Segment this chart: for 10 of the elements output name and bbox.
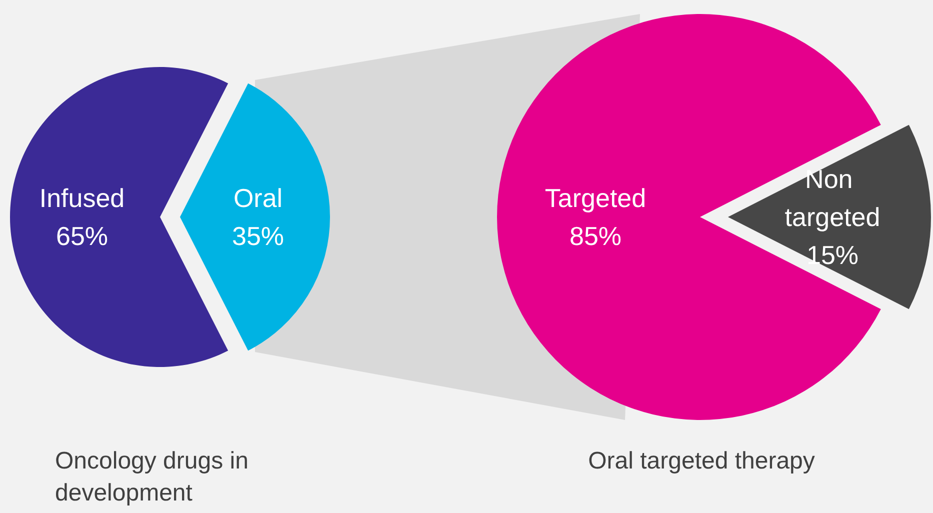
slice-label: Oral [233,183,283,213]
slice-label: Targeted [544,183,646,213]
data-label: 15% [806,240,859,270]
data-label: 35% [232,221,284,251]
slice-label: Infused [39,183,125,213]
text: Oncology drugs in development [55,448,256,506]
slice-label: Non targeted [784,164,880,232]
text: Oral targeted therapy [588,448,815,474]
data-label: 65% [56,221,108,251]
data-label: 85% [569,221,622,251]
